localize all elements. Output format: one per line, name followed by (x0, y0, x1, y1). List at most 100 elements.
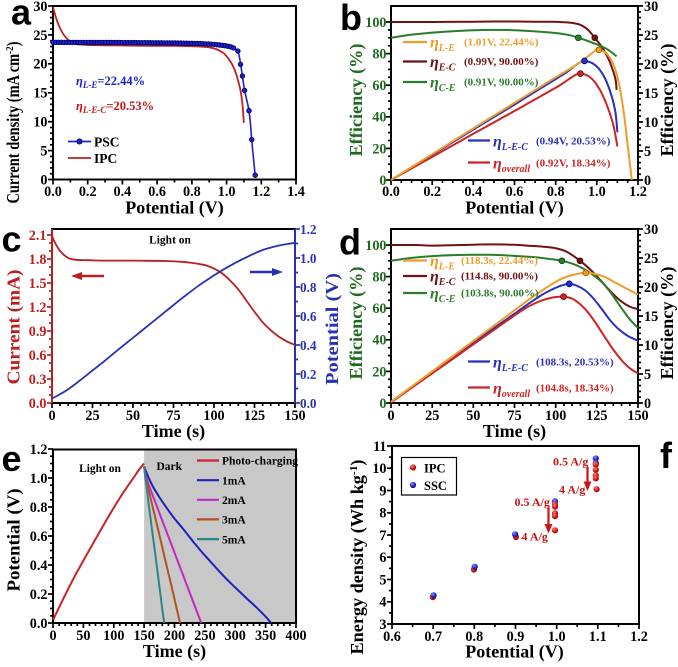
svg-text:0.9: 0.9 (29, 324, 47, 340)
svg-text:8: 8 (379, 506, 386, 522)
svg-text:0.6: 0.6 (383, 629, 401, 645)
svg-text:6: 6 (379, 550, 386, 566)
svg-text:ηL-E: ηL-E (430, 253, 455, 273)
svg-text:0.5 A/g: 0.5 A/g (515, 495, 550, 509)
svg-text:50: 50 (466, 408, 480, 424)
svg-text:5: 5 (644, 144, 651, 160)
svg-text:Potential (V): Potential (V) (322, 273, 342, 385)
svg-text:ηL-E-C=20.53%: ηL-E-C=20.53% (76, 99, 154, 115)
svg-text:Potential (V): Potential (V) (4, 488, 24, 591)
svg-text:1.0: 1.0 (548, 629, 566, 645)
svg-text:Time (s): Time (s) (483, 421, 546, 442)
svg-text:0.2: 0.2 (423, 184, 441, 200)
svg-text:(104.8s, 18.34%): (104.8s, 18.34%) (536, 383, 614, 395)
svg-text:0: 0 (644, 396, 651, 412)
svg-text:0.6: 0.6 (506, 184, 524, 200)
svg-text:20: 20 (644, 280, 658, 296)
svg-text:5: 5 (644, 367, 651, 383)
svg-text:7: 7 (379, 528, 386, 544)
svg-text:(0.94V, 20.53%): (0.94V, 20.53%) (536, 136, 611, 148)
svg-text:10: 10 (372, 461, 386, 477)
svg-text:(1.01V, 22.44%): (1.01V, 22.44%) (464, 37, 539, 49)
svg-text:3: 3 (379, 617, 386, 633)
svg-text:ηE-C: ηE-C (430, 54, 456, 74)
svg-text:(0.92V, 18.34%): (0.92V, 18.34%) (536, 158, 611, 170)
svg-text:0.0: 0.0 (29, 396, 47, 412)
svg-text:(108.3s, 20.53%): (108.3s, 20.53%) (536, 357, 614, 369)
svg-text:1.0: 1.0 (300, 251, 317, 266)
svg-text:125: 125 (244, 408, 265, 424)
svg-text:150: 150 (627, 408, 648, 424)
svg-text:1.2: 1.2 (30, 442, 48, 458)
svg-text:15: 15 (33, 86, 47, 102)
svg-text:ηoverall: ηoverall (493, 381, 530, 401)
svg-text:0.6: 0.6 (30, 529, 48, 545)
svg-text:Efficiency (%): Efficiency (%) (346, 266, 366, 379)
svg-text:0: 0 (48, 408, 55, 424)
svg-text:75: 75 (507, 408, 521, 424)
svg-text:ηC-E: ηC-E (430, 286, 456, 306)
svg-text:0.4: 0.4 (300, 338, 317, 353)
svg-text:0: 0 (379, 173, 386, 189)
svg-text:f: f (660, 435, 673, 476)
svg-text:30: 30 (644, 222, 658, 238)
svg-text:a: a (11, 0, 32, 32)
svg-text:1.2: 1.2 (629, 184, 647, 200)
svg-text:Light on: Light on (79, 463, 121, 475)
svg-text:1.2: 1.2 (300, 222, 317, 237)
svg-text:Potential (V): Potential (V) (465, 642, 563, 663)
svg-text:20: 20 (644, 57, 658, 73)
svg-text:30: 30 (644, 0, 658, 15)
svg-text:9: 9 (379, 483, 386, 499)
svg-text:100: 100 (103, 628, 124, 644)
svg-text:1.2: 1.2 (29, 300, 47, 316)
svg-text:Current density (mA cm-2): Current density (mA cm-2) (3, 41, 23, 203)
svg-text:0: 0 (49, 628, 56, 644)
svg-text:Photo-charging: Photo-charging (222, 456, 298, 468)
svg-text:1.5: 1.5 (29, 276, 47, 292)
svg-text:ηoverall: ηoverall (493, 156, 530, 176)
svg-text:Light on: Light on (149, 235, 191, 247)
svg-text:150: 150 (133, 628, 154, 644)
svg-text:0: 0 (40, 172, 47, 188)
svg-text:4 A/g: 4 A/g (522, 530, 548, 544)
svg-text:Potential (V): Potential (V) (465, 198, 563, 219)
svg-text:Time (s): Time (s) (142, 421, 205, 442)
svg-text:(114.8s, 90.00%): (114.8s, 90.00%) (461, 271, 538, 283)
svg-text:PSC: PSC (94, 135, 120, 150)
svg-text:0: 0 (379, 396, 386, 412)
svg-text:0.4: 0.4 (30, 558, 48, 574)
svg-text:0.6: 0.6 (300, 309, 317, 324)
svg-text:0.7: 0.7 (424, 629, 442, 645)
svg-text:0.4: 0.4 (464, 184, 482, 200)
svg-text:20: 20 (372, 364, 386, 380)
svg-text:0.4: 0.4 (114, 184, 132, 200)
svg-text:Energy density (Wh kg-1): Energy density (Wh kg-1) (347, 459, 367, 654)
svg-text:0.8: 0.8 (30, 500, 48, 516)
svg-text:0.6: 0.6 (29, 348, 47, 364)
svg-text:(0.99V, 90.00%): (0.99V, 90.00%) (464, 56, 539, 68)
svg-text:SSC: SSC (424, 479, 447, 493)
svg-text:1.1: 1.1 (589, 629, 607, 645)
svg-text:25: 25 (425, 408, 439, 424)
svg-text:100: 100 (545, 408, 566, 424)
svg-text:60: 60 (372, 78, 386, 94)
svg-text:25: 25 (85, 408, 99, 424)
svg-text:1.0: 1.0 (588, 184, 606, 200)
svg-text:40: 40 (372, 333, 386, 349)
svg-text:0.5 A/g: 0.5 A/g (553, 455, 588, 469)
svg-text:60: 60 (372, 301, 386, 317)
svg-text:20: 20 (33, 57, 47, 73)
svg-text:0.2: 0.2 (300, 367, 317, 382)
svg-text:0.0: 0.0 (300, 396, 317, 411)
svg-text:250: 250 (194, 628, 215, 644)
svg-text:ηL-E=22.44%: ηL-E=22.44% (76, 74, 145, 90)
svg-text:Efficiency (%): Efficiency (%) (657, 43, 677, 156)
svg-text:b: b (340, 0, 362, 38)
svg-text:Potential (V): Potential (V) (125, 198, 223, 219)
svg-text:ηE-C: ηE-C (430, 269, 456, 289)
svg-text:1mA: 1mA (222, 475, 246, 487)
svg-text:200: 200 (164, 628, 185, 644)
svg-text:10: 10 (33, 115, 47, 131)
svg-text:0.0: 0.0 (382, 184, 400, 200)
